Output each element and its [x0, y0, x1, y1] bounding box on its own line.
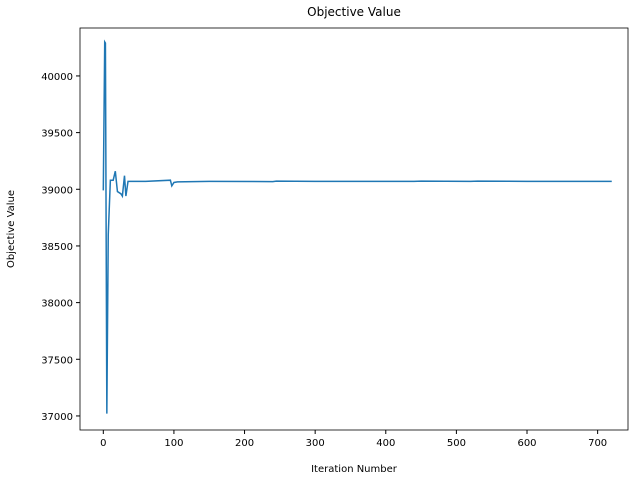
x-tick-label: 700: [588, 438, 607, 449]
y-tick-label: 37500: [41, 355, 73, 366]
y-tick-label: 39000: [41, 185, 73, 196]
x-axis-label: Iteration Number: [311, 464, 398, 475]
x-tick-label: 500: [447, 438, 466, 449]
x-tick-label: 200: [235, 438, 254, 449]
plot-frame: [79, 27, 629, 431]
y-tick-label: 38500: [41, 242, 73, 253]
y-tick-label: 40000: [41, 72, 73, 83]
x-tick-label: 600: [517, 438, 536, 449]
y-tick-label: 38000: [41, 299, 73, 310]
x-tick-label: 300: [306, 438, 325, 449]
x-tick-label: 0: [100, 438, 106, 449]
chart-title: Objective Value: [307, 5, 401, 19]
y-tick-label: 39500: [41, 129, 73, 140]
y-tick-label: 37000: [41, 412, 73, 423]
x-tick-label: 100: [164, 438, 183, 449]
data-line: [102, 39, 612, 414]
x-tick-label: 400: [376, 438, 395, 449]
y-axis-label: Objective Value: [6, 190, 17, 268]
